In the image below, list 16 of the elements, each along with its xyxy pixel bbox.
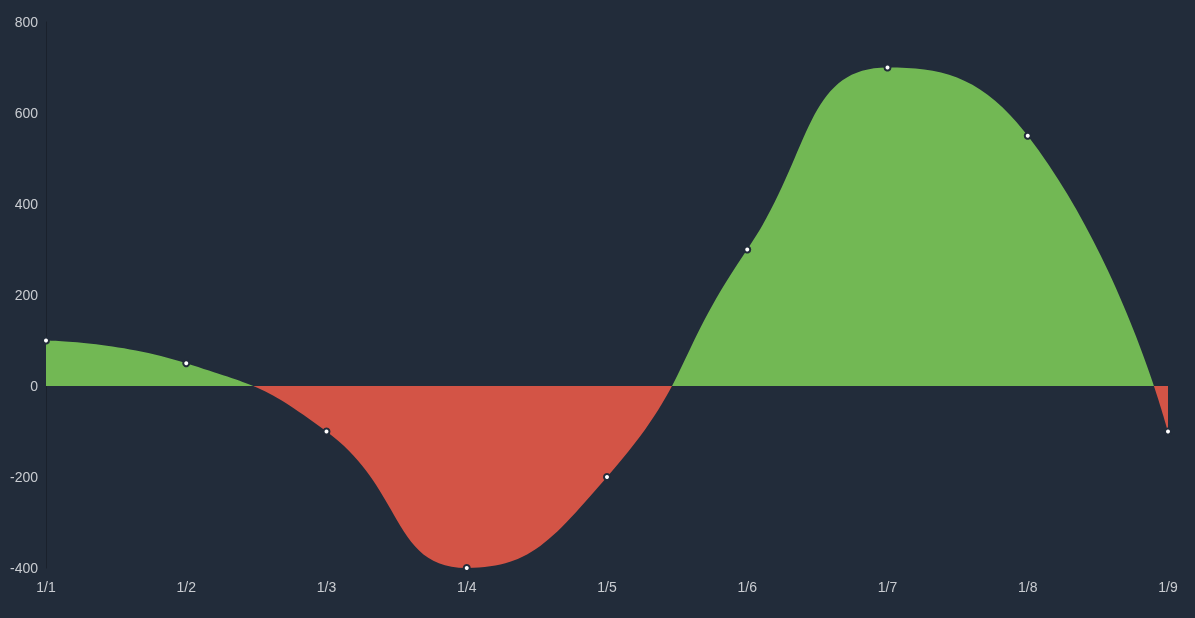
y-tick-label: 200 (14, 287, 39, 303)
x-tick-label: 1/9 (1158, 579, 1178, 595)
y-tick-label: 800 (14, 14, 39, 30)
x-tick-label: 1/8 (1018, 579, 1038, 595)
x-tick-label: 1/3 (316, 579, 337, 595)
x-tick-label: 1/5 (597, 579, 617, 595)
x-tick-label: 1/6 (737, 579, 758, 595)
x-tick-label: 1/2 (176, 579, 197, 595)
y-tick-label: 0 (30, 378, 39, 394)
y-tick-label: 400 (14, 196, 39, 212)
y-tick-label: 600 (14, 105, 39, 121)
y-tick-label: -200 (9, 469, 39, 485)
x-tick-label: 1/7 (877, 579, 898, 595)
y-tick-label: -400 (9, 560, 39, 576)
x-tick-label: 1/4 (457, 579, 477, 595)
x-tick-label: 1/1 (36, 579, 56, 595)
